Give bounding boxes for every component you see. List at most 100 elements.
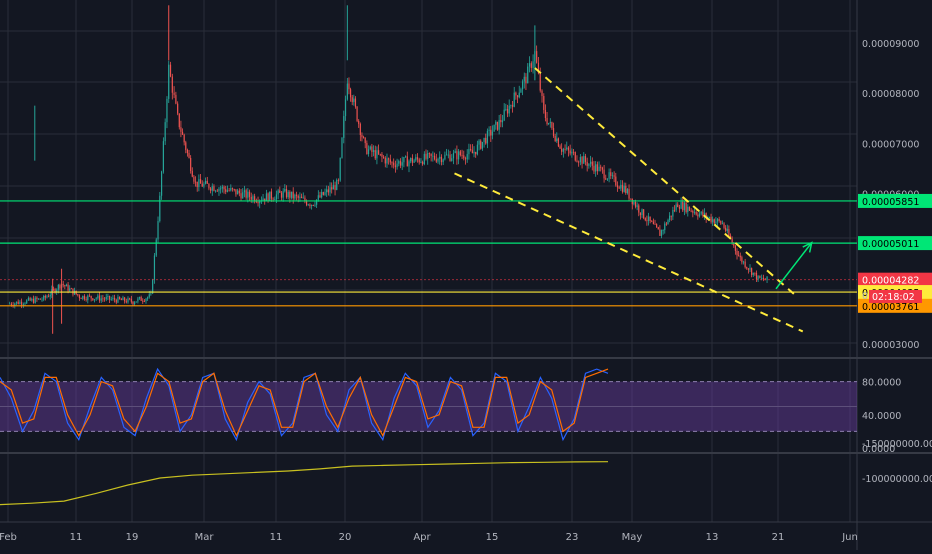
candle-body xyxy=(659,229,661,236)
candle-body xyxy=(692,210,694,213)
candle-body xyxy=(396,163,398,168)
candle-body xyxy=(605,178,607,180)
candle-body xyxy=(447,154,449,156)
candle-body xyxy=(746,267,748,269)
candle-body xyxy=(204,180,207,184)
candle-body xyxy=(710,217,712,222)
candle-body xyxy=(364,137,366,144)
candle-body xyxy=(250,196,252,200)
candle-body xyxy=(185,142,187,150)
candle-body xyxy=(299,196,301,198)
candle-body xyxy=(500,120,502,123)
candle-body xyxy=(275,194,278,200)
candle-body xyxy=(43,295,45,300)
candle-body xyxy=(588,163,590,166)
candle-body xyxy=(715,221,717,224)
candle-body xyxy=(38,298,40,300)
candle-body xyxy=(331,187,333,190)
level-label: 0.00005851 xyxy=(862,197,919,208)
candle-body xyxy=(583,156,585,164)
candle-body xyxy=(164,122,166,142)
candle-body xyxy=(87,295,89,301)
candle-body xyxy=(481,141,484,149)
candle-body xyxy=(425,153,427,159)
candle-body xyxy=(92,298,94,301)
candle-body xyxy=(536,51,538,63)
candle-body xyxy=(215,190,217,192)
candle-body xyxy=(731,238,733,244)
candle-body xyxy=(569,150,571,154)
candle-body xyxy=(759,275,761,278)
candle-body xyxy=(432,155,434,157)
candle-body xyxy=(458,151,460,160)
candle-body xyxy=(220,188,222,190)
candle-body xyxy=(316,199,318,205)
candle-body xyxy=(406,156,408,167)
candle-body xyxy=(160,171,163,196)
price-tick-label: 0.00003000 xyxy=(862,340,919,351)
candle-body xyxy=(561,148,563,152)
candle-body xyxy=(142,300,144,302)
candle-body xyxy=(105,297,107,300)
candle-body xyxy=(695,212,697,215)
candle-body xyxy=(41,299,43,301)
candle-body xyxy=(656,224,658,228)
candle-body xyxy=(371,146,373,152)
candle-body xyxy=(473,151,475,154)
candle-body xyxy=(625,185,627,194)
candle-body xyxy=(100,298,102,301)
candle-body xyxy=(468,148,470,155)
candle-body xyxy=(302,197,304,199)
candle-body xyxy=(119,296,121,299)
candle-body xyxy=(423,153,425,165)
candle-body xyxy=(14,303,16,306)
candle-body xyxy=(282,191,284,198)
candle-body xyxy=(245,190,247,198)
stoch-tick-label: 0.0000 xyxy=(862,444,895,455)
candle-body xyxy=(456,151,458,160)
candle-body xyxy=(574,152,576,161)
candle-body xyxy=(505,108,507,110)
candle-body xyxy=(29,297,31,301)
candle-body xyxy=(513,92,515,107)
candle-body xyxy=(571,151,573,154)
candle-body xyxy=(733,243,735,246)
candle-body xyxy=(646,220,648,222)
candle-body xyxy=(665,223,667,225)
candle-body xyxy=(626,188,629,194)
candle-body xyxy=(135,301,137,303)
candle-body xyxy=(140,297,142,301)
candle-body xyxy=(145,298,147,302)
cumulative-tick-label: -100000000.0000 xyxy=(862,474,932,485)
candle-body xyxy=(122,297,124,301)
candle-body xyxy=(82,295,84,299)
candle-body xyxy=(349,89,352,98)
candle-body xyxy=(17,301,19,305)
candle-body xyxy=(337,179,340,181)
candle-body xyxy=(476,144,478,155)
stoch-tick-label: 40.0000 xyxy=(862,411,901,422)
candle-body xyxy=(280,192,283,198)
candle-body xyxy=(649,216,651,221)
candle-body xyxy=(248,191,251,197)
candle-body xyxy=(265,193,268,201)
candle-body xyxy=(725,227,727,231)
candle-body xyxy=(125,301,127,303)
candle-body xyxy=(188,153,190,158)
candle-body xyxy=(608,172,610,179)
candle-body xyxy=(297,195,299,198)
candle-body xyxy=(530,63,532,68)
candle-body xyxy=(398,161,400,164)
candle-body xyxy=(566,147,568,150)
level-label-box-0 xyxy=(858,193,932,208)
candle-body xyxy=(359,123,361,135)
candle-body xyxy=(314,204,316,206)
candle-body xyxy=(667,220,669,225)
candle-body xyxy=(739,255,741,258)
candle-body xyxy=(311,204,313,206)
candle-body xyxy=(225,189,227,192)
candle-body xyxy=(766,276,768,280)
candle-body xyxy=(435,159,437,162)
candle-body xyxy=(264,198,266,201)
